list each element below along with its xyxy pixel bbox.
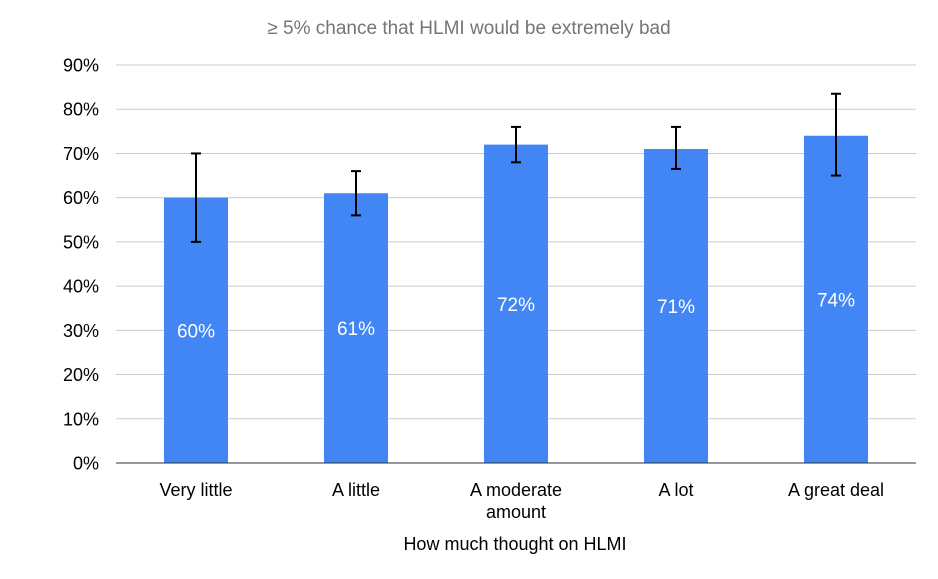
chart-title: ≥ 5% chance that HLMI would be extremely… — [267, 18, 670, 39]
y-axis-tick-labels: 0% 10% 20% 30% 40% 50% 60% 70% 80% 90% — [63, 56, 99, 474]
error-bar — [351, 170, 361, 217]
x-tick-label: A moderate amount — [470, 480, 562, 522]
x-tick-label: A great deal — [788, 480, 884, 500]
x-tick-label-line: amount — [486, 502, 546, 522]
y-tick-label: 20% — [63, 365, 99, 385]
y-tick-label: 60% — [63, 188, 99, 208]
y-tick-label: 80% — [63, 100, 99, 120]
error-bar — [191, 152, 201, 243]
x-tick-label: A lot — [658, 480, 693, 500]
bar — [324, 193, 388, 463]
x-tick-label-line: A little — [332, 480, 380, 500]
error-bar — [671, 125, 681, 170]
x-tick-label-line: A moderate — [470, 480, 562, 500]
bar — [804, 135, 868, 463]
x-tick-label: A little — [332, 480, 380, 500]
bar — [484, 144, 548, 463]
y-tick-label: 10% — [63, 409, 99, 429]
y-tick-label: 30% — [63, 321, 99, 341]
y-tick-label: 0% — [73, 454, 99, 474]
y-tick-label: 90% — [63, 56, 99, 76]
y-tick-label: 70% — [63, 144, 99, 164]
x-axis-title: How much thought on HLMI — [403, 534, 626, 554]
data-label: 61% — [337, 319, 375, 340]
x-tick-label-line: A great deal — [788, 480, 884, 500]
x-tick-label-line: A lot — [658, 480, 693, 500]
y-tick-label: 50% — [63, 232, 99, 252]
error-bar — [831, 92, 841, 177]
x-axis-tick-labels: Very little A little A moderate amount A lot… — [159, 480, 884, 522]
data-labels: 60% 61% 72% 71% 74% — [177, 290, 855, 342]
bar — [644, 149, 708, 463]
data-label: 72% — [497, 295, 535, 316]
data-label: 74% — [817, 290, 855, 311]
error-bars — [191, 92, 841, 243]
data-label: 60% — [177, 321, 215, 342]
data-label: 71% — [657, 297, 695, 318]
x-tick-label-line: Very little — [159, 480, 232, 500]
y-tick-label: 40% — [63, 277, 99, 297]
x-tick-label: Very little — [159, 480, 232, 500]
error-bar — [511, 125, 521, 164]
